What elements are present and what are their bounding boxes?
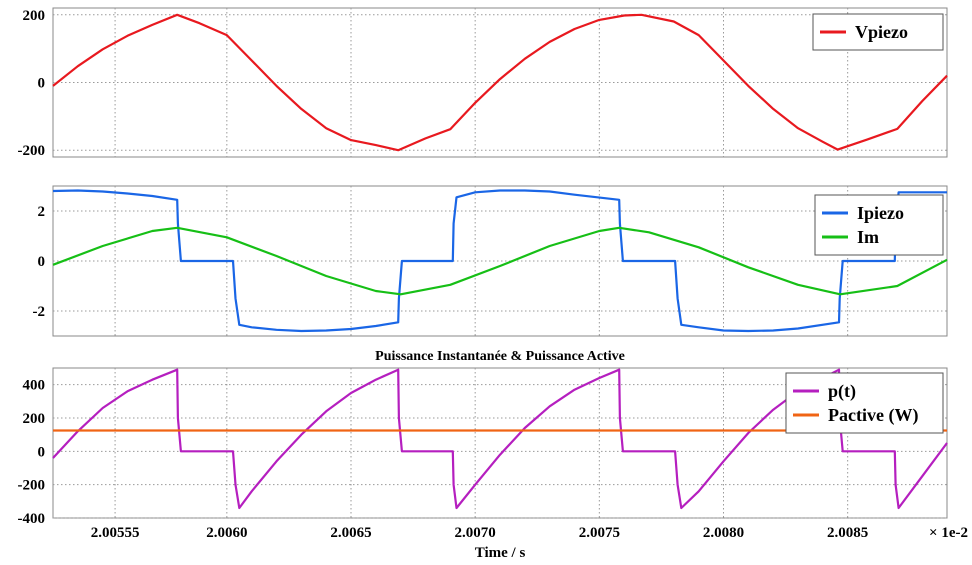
series-line-vpiezo [52, 13, 948, 152]
y-tick-label: -200 [18, 478, 46, 494]
x-tick-label: 2.0060 [206, 525, 247, 541]
y-tick-label: 2 [38, 204, 46, 220]
x-tick-label: 2.0065 [330, 525, 371, 541]
y-tick-label: -400 [18, 511, 46, 527]
x-axis-label: Time / s [475, 545, 526, 561]
series-line-ipiezo [52, 189, 947, 333]
y-tick-label: 0 [38, 76, 46, 92]
legend-box-3 [785, 372, 944, 434]
y-tick-label: 0 [38, 254, 46, 270]
legend-label: Ipiezo [857, 203, 904, 223]
y-tick-label: 200 [23, 411, 46, 427]
y-tick-label: -200 [18, 143, 46, 159]
x-scale-label: × 1e-2 [929, 525, 968, 541]
x-tick-label: 2.0085 [827, 525, 868, 541]
x-tick-label: 2.00555 [91, 525, 140, 541]
series-line-im [52, 226, 948, 296]
x-tick-label: 2.0075 [579, 525, 620, 541]
y-tick-label: 400 [23, 378, 46, 394]
legend-box-2 [814, 194, 944, 256]
y-tick-label: 0 [38, 444, 46, 460]
x-tick-label: 2.0080 [703, 525, 744, 541]
y-tick-label: 200 [23, 8, 46, 24]
x-tick-label: 2.0070 [455, 525, 496, 541]
legend-label: Im [857, 227, 879, 247]
legend-label: Pactive (W) [828, 405, 918, 426]
y-tick-label: -2 [33, 304, 46, 320]
panel-title: Puissance Instantanée & Puissance Active [375, 349, 625, 364]
legend-label: p(t) [828, 381, 856, 402]
legend-label: Vpiezo [855, 22, 908, 42]
